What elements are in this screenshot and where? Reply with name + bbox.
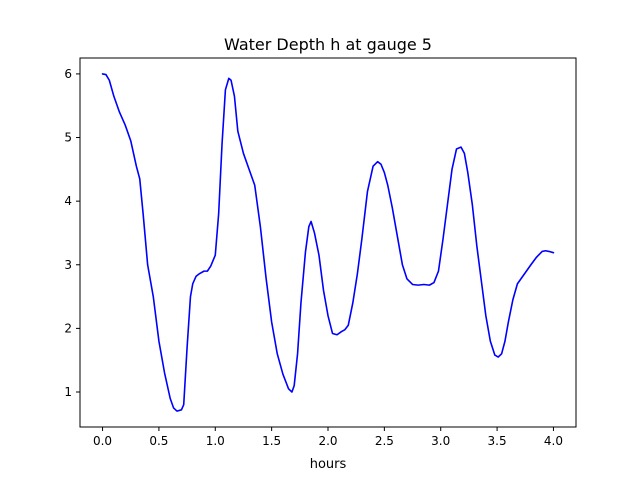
y-tick-label: 1 — [64, 385, 72, 399]
x-axis-label: hours — [310, 457, 347, 472]
y-axis-ticks: 1 2 3 4 5 6 — [64, 67, 80, 399]
x-tick-label: 1.5 — [262, 434, 281, 448]
y-tick-label: 6 — [64, 67, 72, 81]
chart-title: Water Depth h at gauge 5 — [224, 35, 432, 54]
x-tick-label: 3.5 — [488, 434, 507, 448]
x-tick-label: 0.5 — [149, 434, 168, 448]
x-tick-label: 0.0 — [93, 434, 112, 448]
x-tick-label: 4.0 — [544, 434, 563, 448]
series-line — [101, 73, 555, 412]
x-axis-ticks: 0.0 0.5 1.0 1.5 2.0 2.5 3.0 3.5 4.0 — [93, 427, 563, 448]
y-tick-label: 2 — [64, 321, 72, 335]
x-tick-label: 3.0 — [431, 434, 450, 448]
x-tick-label: 2.0 — [318, 434, 337, 448]
y-tick-label: 5 — [64, 131, 72, 145]
x-tick-label: 2.5 — [375, 434, 394, 448]
axes-frame — [79, 57, 577, 428]
y-tick-label: 3 — [64, 258, 72, 272]
x-tick-label: 1.0 — [206, 434, 225, 448]
plot-area — [101, 73, 555, 412]
y-tick-label: 4 — [64, 194, 72, 208]
